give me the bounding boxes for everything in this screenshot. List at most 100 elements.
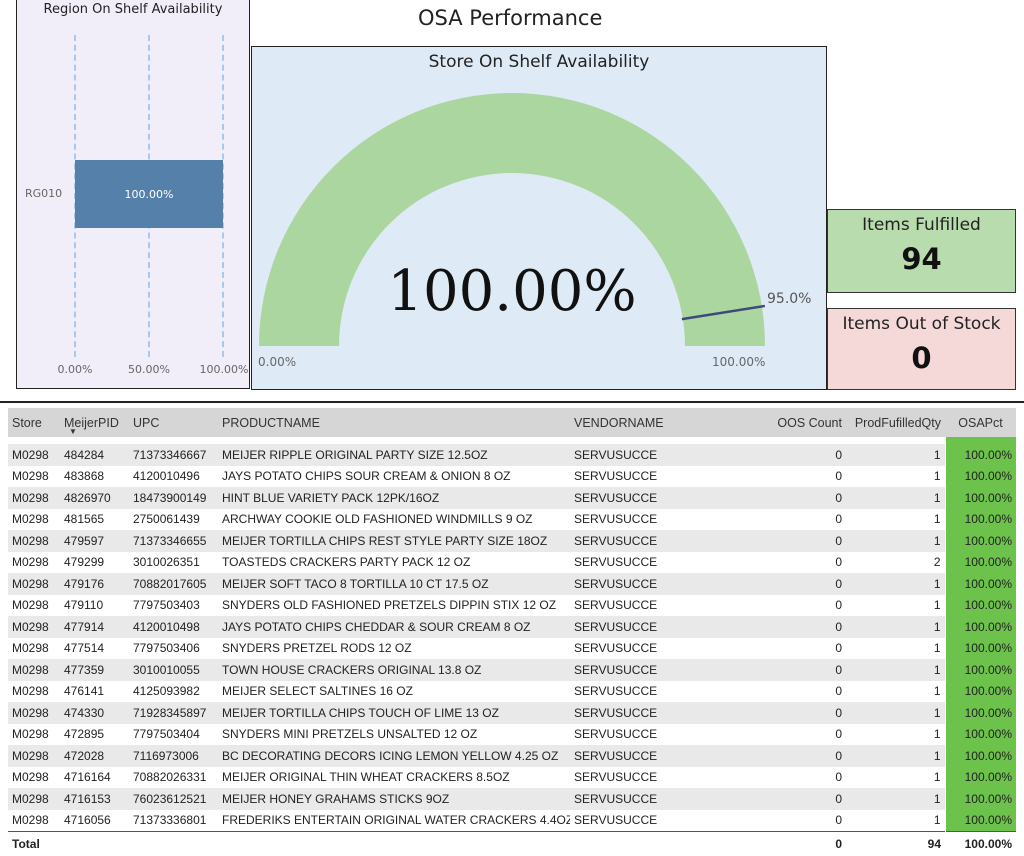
cell-upc: 3010026351	[129, 552, 218, 574]
total-oos-count: 0	[750, 832, 846, 856]
osa-detail-table[interactable]: Store MeijerPID▼ UPC PRODUCTNAME VENDORN…	[8, 408, 1016, 856]
cell-fulfilled-qty: 1	[846, 810, 945, 832]
cell-meijerpid: 483868	[60, 466, 129, 488]
column-header-fulfilled-qty[interactable]: ProdFufilledQty	[846, 408, 945, 437]
cell-store: M0298	[8, 659, 60, 681]
cell-oos-count: 0	[750, 681, 846, 703]
cell-store: M0298	[8, 573, 60, 595]
cell-upc: 76023612521	[129, 788, 218, 810]
cell-store: M0298	[8, 552, 60, 574]
cell-vendorname: SERVUSUCCE	[570, 810, 750, 832]
cell-store: M0298	[8, 638, 60, 660]
cell-upc: 71373346667	[129, 444, 218, 466]
cell-fulfilled-qty: 1	[846, 659, 945, 681]
cell-osapct: 100.00%	[945, 659, 1016, 681]
partially-scrolled-row	[8, 437, 1016, 444]
column-header-vendorname[interactable]: VENDORNAME	[570, 408, 750, 437]
cell-productname: MEIJER HONEY GRAHAMS STICKS 9OZ	[218, 788, 570, 810]
cell-oos-count: 0	[750, 745, 846, 767]
cell-osapct: 100.00%	[945, 509, 1016, 531]
cell-productname: SNYDERS PRETZEL RODS 12 OZ	[218, 638, 570, 660]
cell-osapct: 100.00%	[945, 810, 1016, 832]
total-fulfilled-qty: 94	[846, 832, 945, 856]
cell-fulfilled-qty: 1	[846, 444, 945, 466]
cell-vendorname: SERVUSUCCE	[570, 745, 750, 767]
region-bar[interactable]: 100.00%	[75, 160, 223, 228]
cell-osapct: 100.00%	[945, 724, 1016, 746]
cell-osapct: 100.00%	[945, 745, 1016, 767]
cell-upc: 2750061439	[129, 509, 218, 531]
cell-productname: FREDERIKS ENTERTAIN ORIGINAL WATER CRACK…	[218, 810, 570, 832]
total-osa-pct: 100.00%	[945, 832, 1016, 856]
region-osa-chart: Region On Shelf Availability RG010 100.0…	[16, 0, 250, 389]
cell-osapct: 100.00%	[945, 466, 1016, 488]
cell-productname: MEIJER TORTILLA CHIPS TOUCH OF LIME 13 O…	[218, 702, 570, 724]
cell-fulfilled-qty: 1	[846, 638, 945, 660]
cell-oos-count: 0	[750, 810, 846, 832]
cell-fulfilled-qty: 1	[846, 595, 945, 617]
cell-meijerpid: 4716056	[60, 810, 129, 832]
column-header-oos-count[interactable]: OOS Count	[750, 408, 846, 437]
cell-productname: MEIJER SOFT TACO 8 TORTILLA 10 CT 17.5 O…	[218, 573, 570, 595]
cell-productname: BC DECORATING DECORS ICING LEMON YELLOW …	[218, 745, 570, 767]
cell-upc: 4125093982	[129, 681, 218, 703]
cell-meijerpid: 472895	[60, 724, 129, 746]
cell-meijerpid: 477914	[60, 616, 129, 638]
cell-upc: 4120010498	[129, 616, 218, 638]
cell-upc: 4120010496	[129, 466, 218, 488]
sort-descending-icon: ▼	[69, 427, 77, 436]
cell-store: M0298	[8, 466, 60, 488]
cell-productname: MEIJER ORIGINAL THIN WHEAT CRACKERS 8.5O…	[218, 767, 570, 789]
cell-meijerpid: 479110	[60, 595, 129, 617]
cell-upc: 70882017605	[129, 573, 218, 595]
cell-fulfilled-qty: 1	[846, 702, 945, 724]
column-header-productname[interactable]: PRODUCTNAME	[218, 408, 570, 437]
gauge-value: 100.00%	[252, 259, 772, 324]
cell-vendorname: SERVUSUCCE	[570, 595, 750, 617]
region-category-label: RG010	[25, 187, 62, 200]
cell-meijerpid: 4716164	[60, 767, 129, 789]
cell-oos-count: 0	[750, 466, 846, 488]
cell-productname: JAYS POTATO CHIPS CHEDDAR & SOUR CREAM 8…	[218, 616, 570, 638]
cell-meijerpid: 474330	[60, 702, 129, 724]
cell-productname: MEIJER RIPPLE ORIGINAL PARTY SIZE 12.5OZ	[218, 444, 570, 466]
cell-osapct: 100.00%	[945, 616, 1016, 638]
cell-store: M0298	[8, 724, 60, 746]
column-header-upc[interactable]: UPC	[129, 408, 218, 437]
cell-oos-count: 0	[750, 573, 846, 595]
cell-fulfilled-qty: 1	[846, 616, 945, 638]
column-header-store[interactable]: Store	[8, 408, 60, 437]
cell-upc: 7797503404	[129, 724, 218, 746]
page-title: OSA Performance	[418, 6, 602, 30]
cell-upc: 7797503406	[129, 638, 218, 660]
cell-fulfilled-qty: 1	[846, 767, 945, 789]
cell-productname: ARCHWAY COOKIE OLD FASHIONED WINDMILLS 9…	[218, 509, 570, 531]
cell-vendorname: SERVUSUCCE	[570, 702, 750, 724]
cell-vendorname: SERVUSUCCE	[570, 638, 750, 660]
cell-oos-count: 0	[750, 552, 846, 574]
cell-meijerpid: 479176	[60, 573, 129, 595]
column-header-osapct[interactable]: OSAPct	[945, 408, 1016, 437]
region-bar-label: 100.00%	[75, 188, 223, 201]
cell-store: M0298	[8, 487, 60, 509]
cell-productname: SNYDERS OLD FASHIONED PRETZELS DIPPIN ST…	[218, 595, 570, 617]
column-header-meijerpid[interactable]: MeijerPID▼	[60, 408, 129, 437]
